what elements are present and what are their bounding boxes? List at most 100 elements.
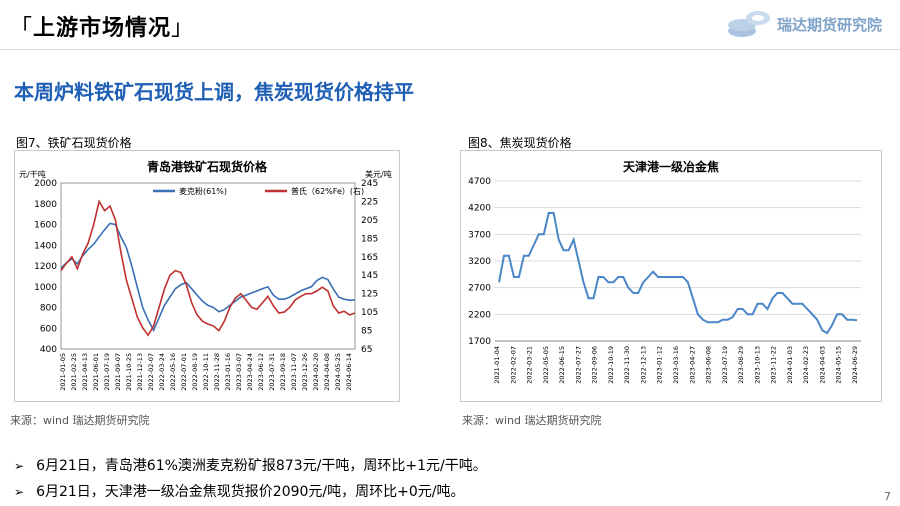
x-tick-label: 2022-02-07 bbox=[509, 346, 517, 384]
x-tick-label: 2021-04-13 bbox=[81, 353, 89, 391]
y-tick-label: 2200 bbox=[468, 310, 491, 320]
x-tick-label: 2022-05-16 bbox=[169, 353, 177, 391]
y-tick-label: 1700 bbox=[468, 337, 491, 347]
x-tick-label: 2023-09-18 bbox=[279, 353, 287, 391]
left-tick-label: 400 bbox=[40, 345, 57, 355]
note-text: 6月21日，青岛港61%澳洲麦克粉矿报873元/干吨，周环比+1元/干吨。 bbox=[36, 458, 487, 474]
left-tick-label: 1600 bbox=[34, 221, 57, 231]
coke-price-line bbox=[498, 212, 858, 335]
x-tick-label: 2022-06-15 bbox=[558, 346, 566, 384]
figure-7-caption: 图7、铁矿石现货价格 bbox=[16, 136, 132, 150]
x-tick-label: 2023-07-19 bbox=[721, 346, 729, 384]
y-tick-label: 3200 bbox=[468, 257, 491, 267]
slide-headline: 本周炉料铁矿石现货上调，焦炭现货价格持平 bbox=[14, 80, 414, 104]
chart-title: 天津港一级冶金焦 bbox=[623, 159, 719, 174]
coke-chart: 天津港一级冶金焦 1700 2200 2700 3200 3700 4200 4700 2021… bbox=[460, 150, 882, 402]
note-text: 6月21日，天津港一级冶金焦现货报价2090元/吨，周环比+0元/吨。 bbox=[36, 484, 465, 500]
x-tick-label: 2022-11-30 bbox=[623, 346, 631, 384]
x-tick-label: 2021-09-07 bbox=[114, 353, 122, 391]
x-tick-label: 2023-08-29 bbox=[737, 346, 745, 384]
legend-label-2: 普氏（62%Fe）(右) bbox=[291, 186, 364, 196]
x-tick-label: 2022-07-27 bbox=[574, 346, 582, 384]
right-axis-unit: 美元/吨 bbox=[365, 169, 392, 179]
x-tick-label: 2023-04-24 bbox=[246, 353, 254, 391]
logo-text: 瑞达期货研究院 bbox=[777, 16, 883, 34]
x-tick-label: 2022-10-19 bbox=[607, 346, 615, 384]
right-tick-label: 85 bbox=[361, 327, 372, 337]
left-tick-label: 2000 bbox=[34, 179, 57, 189]
x-tick-label: 2021-02-25 bbox=[70, 353, 78, 391]
x-tick-label: 2024-01-03 bbox=[786, 346, 794, 384]
legend-label-1: 麦克粉(61%) bbox=[179, 186, 227, 196]
figure-7-source: 来源：wind 瑞达期货研究院 bbox=[10, 414, 150, 427]
coke-chart-svg: 天津港一级冶金焦 1700 2200 2700 3200 3700 4200 4700 2021… bbox=[468, 159, 861, 384]
x-tick-label: 2022-02-07 bbox=[147, 353, 155, 391]
x-tick-label: 2023-11-22 bbox=[770, 346, 778, 384]
x-tick-label: 2023-03-16 bbox=[672, 346, 680, 384]
y-tick-label: 4200 bbox=[468, 204, 491, 214]
x-tick-label: 2024-06-29 bbox=[851, 346, 859, 384]
x-tick-label: 2023-12-26 bbox=[301, 353, 309, 391]
iron-ore-chart: 青岛港铁矿石现货价格 元/干吨 美元/吨 400 600 800 1000 1200 1400 1… bbox=[14, 150, 400, 402]
x-tick-label: 2022-12-13 bbox=[639, 346, 647, 384]
x-tick-label: 2023-11-07 bbox=[290, 353, 298, 391]
x-tick-label: 2023-01-16 bbox=[224, 353, 232, 391]
y-tick-label: 4700 bbox=[468, 177, 491, 187]
x-tick-label: 2023-01-12 bbox=[656, 346, 664, 384]
right-tick-label: 125 bbox=[361, 290, 378, 300]
right-tick-label: 185 bbox=[361, 234, 378, 244]
left-tick-label: 600 bbox=[40, 324, 57, 334]
right-tick-label: 165 bbox=[361, 253, 378, 263]
figure-8-caption: 图8、焦炭现货价格 bbox=[468, 136, 572, 150]
y-tick-label: 3700 bbox=[468, 230, 491, 240]
figure-8-source: 来源：wind 瑞达期货研究院 bbox=[462, 414, 602, 427]
header-divider bbox=[0, 49, 900, 50]
x-tick-label: 2023-06-08 bbox=[705, 346, 713, 384]
left-tick-label: 1200 bbox=[34, 262, 57, 272]
bullet-arrow-icon: ➢ bbox=[14, 459, 25, 473]
x-tick-label: 2022-03-24 bbox=[158, 353, 166, 391]
series-line-2 bbox=[60, 199, 356, 337]
right-tick-label: 245 bbox=[361, 179, 378, 189]
section-title-text: 上游市场情况 bbox=[33, 16, 172, 41]
x-tick-label: 2023-10-13 bbox=[753, 346, 761, 384]
left-tick-label: 1800 bbox=[34, 200, 57, 210]
left-tick-label: 1000 bbox=[34, 283, 57, 293]
chart-title: 青岛港铁矿石现货价格 bbox=[147, 159, 268, 174]
y-tick-label: 2700 bbox=[468, 284, 491, 294]
right-tick-label: 225 bbox=[361, 197, 378, 207]
x-tick-label: 2023-07-31 bbox=[268, 353, 276, 391]
right-tick-label: 105 bbox=[361, 308, 378, 318]
bullet-arrow-icon: ➢ bbox=[14, 485, 25, 499]
plot-frame bbox=[60, 182, 356, 350]
x-tick-label: 2023-04-27 bbox=[688, 346, 696, 384]
section-title: 「上游市场情况」 bbox=[10, 10, 194, 42]
x-tick-label: 2023-03-07 bbox=[235, 353, 243, 391]
x-tick-label: 2022-08-19 bbox=[191, 353, 199, 391]
x-tick-label: 2024-02-23 bbox=[802, 346, 810, 384]
x-tick-label: 2022-10-11 bbox=[202, 353, 210, 391]
right-tick-label: 205 bbox=[361, 216, 378, 226]
x-tick-label: 2022-03-21 bbox=[526, 346, 534, 384]
x-tick-label: 2022-07-01 bbox=[180, 353, 188, 391]
note-item: ➢ 6月21日，天津港一级冶金焦现货报价2090元/吨，周环比+0元/吨。 bbox=[14, 481, 464, 501]
x-tick-label: 2021-01-04 bbox=[493, 346, 501, 384]
note-item: ➢ 6月21日，青岛港61%澳洲麦克粉矿报873元/干吨，周环比+1元/干吨。 bbox=[14, 455, 487, 475]
x-tick-label: 2024-06-14 bbox=[345, 353, 353, 391]
x-tick-label: 2021-06-01 bbox=[92, 353, 100, 391]
x-tick-label: 2021-01-05 bbox=[59, 353, 67, 391]
series-line-1 bbox=[60, 222, 356, 333]
x-tick-label: 2024-05-15 bbox=[835, 346, 843, 384]
x-tick-label: 2021-07-19 bbox=[103, 353, 111, 391]
x-tick-label: 2024-05-25 bbox=[334, 353, 342, 391]
company-logo-icon bbox=[728, 11, 770, 37]
x-tick-label: 2021-10-25 bbox=[125, 353, 133, 391]
x-tick-label: 2022-11-28 bbox=[213, 353, 221, 391]
left-axis-unit: 元/干吨 bbox=[19, 169, 46, 179]
x-tick-label: 2024-04-08 bbox=[323, 353, 331, 391]
right-tick-label: 145 bbox=[361, 271, 378, 281]
x-tick-label: 2023-06-12 bbox=[257, 353, 265, 391]
bracket-open: 「 bbox=[10, 16, 34, 41]
page-number: 7 bbox=[884, 490, 891, 503]
